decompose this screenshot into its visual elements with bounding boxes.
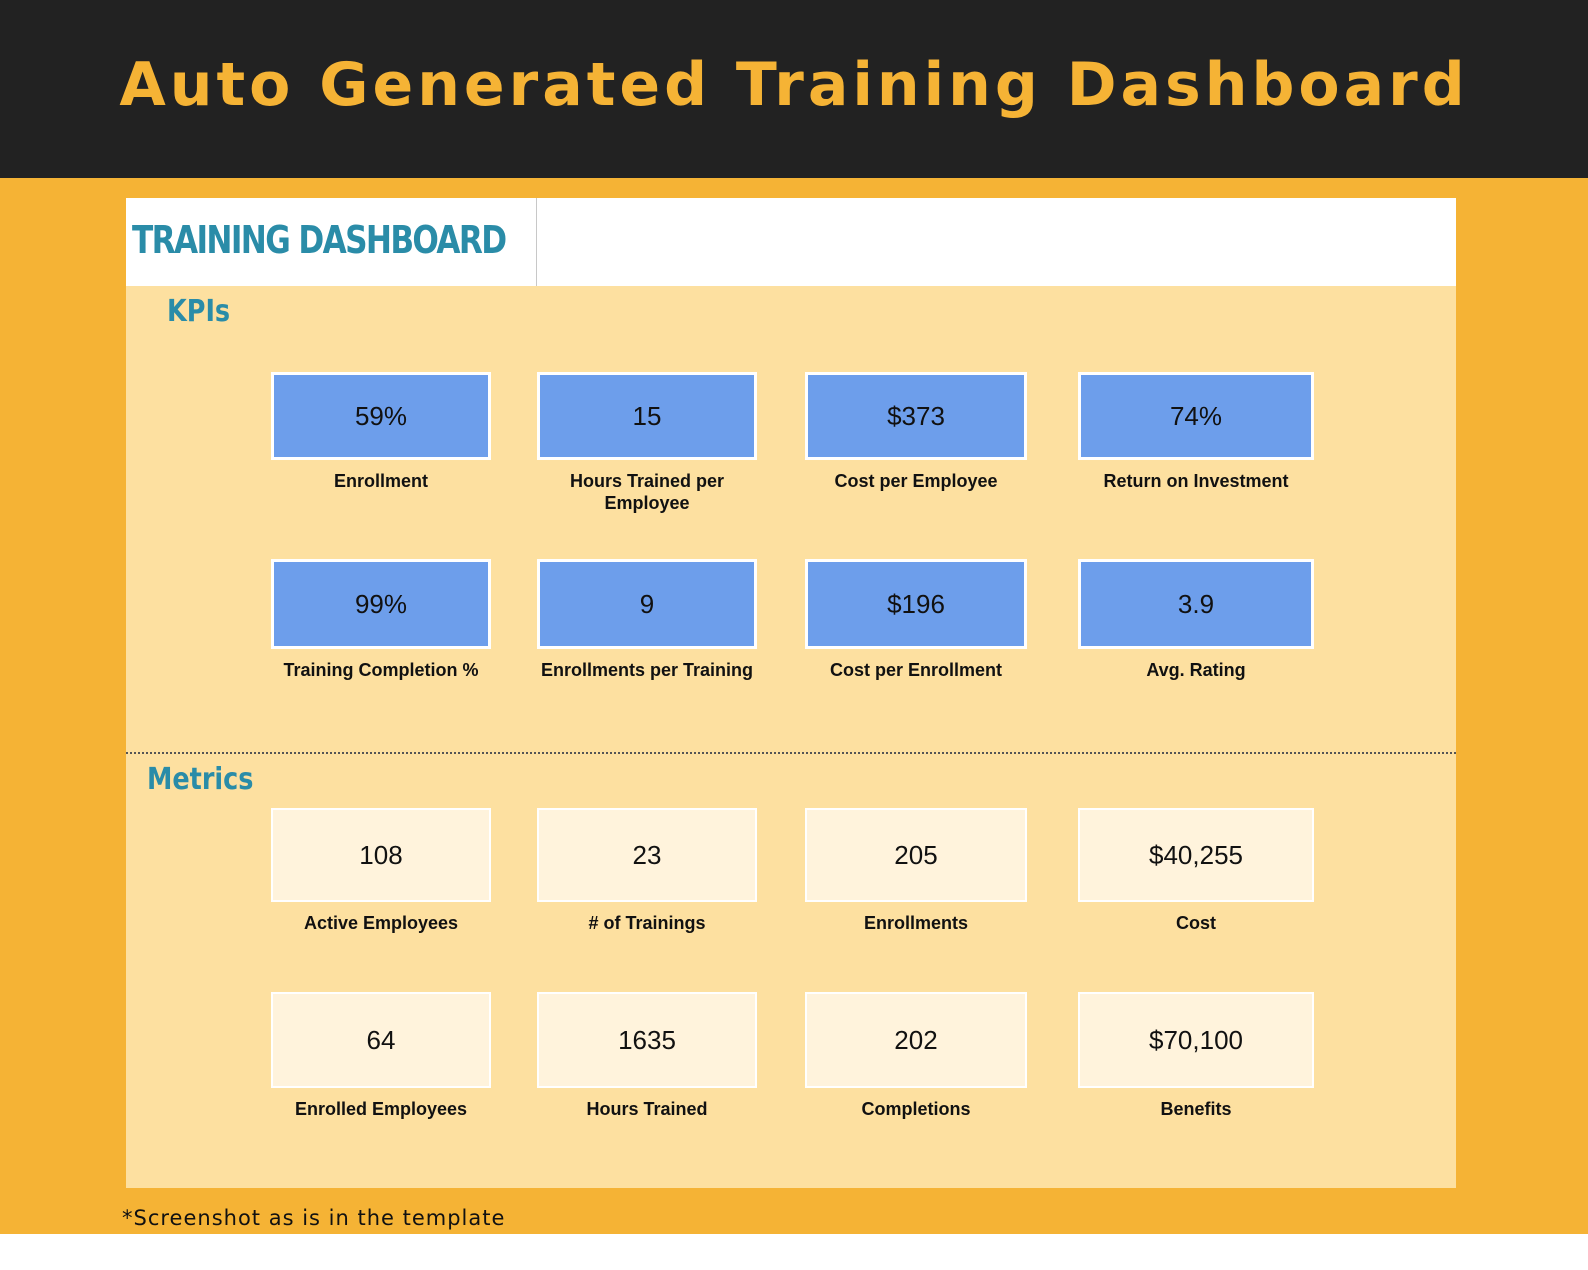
- panel-title: TRAINING DASHBOARD: [132, 218, 507, 262]
- met-label: Completions: [861, 1099, 971, 1119]
- met-value: 205: [805, 808, 1027, 902]
- panel-header: [126, 198, 1456, 286]
- met-value: 1635: [537, 992, 757, 1088]
- met-label: Active Employees: [303, 913, 459, 933]
- met-value: $70,100: [1078, 992, 1314, 1088]
- banner-title: Auto Generated Training Dashboard: [119, 50, 1469, 120]
- kpi-value: 15: [537, 372, 757, 460]
- met-value: 108: [271, 808, 491, 902]
- met-label: Enrolled Employees: [294, 1099, 468, 1119]
- kpi-label: Enrollments per Training: [540, 660, 754, 680]
- met-value: 23: [537, 808, 757, 902]
- kpi-value: 3.9: [1078, 559, 1314, 649]
- footnote: *Screenshot as is in the template: [122, 1206, 506, 1230]
- kpi-value: 99%: [271, 559, 491, 649]
- kpi-value: 59%: [271, 372, 491, 460]
- met-label: Benefits: [1160, 1099, 1232, 1119]
- met-label: Enrollments: [863, 913, 969, 933]
- metrics-heading: Metrics: [147, 762, 254, 797]
- kpi-label: Cost per Employee: [834, 471, 998, 491]
- kpis-heading: KPIs: [167, 294, 231, 329]
- header-separator: [536, 198, 537, 286]
- kpi-label: Training Completion %: [283, 660, 479, 680]
- kpi-value: 9: [537, 559, 757, 649]
- met-value: 202: [805, 992, 1027, 1088]
- kpi-label: Hours Trained per Employee: [569, 471, 725, 513]
- met-label: Hours Trained: [586, 1099, 708, 1119]
- kpi-label: Return on Investment: [1103, 471, 1289, 491]
- divider: [126, 752, 1456, 754]
- met-value: $40,255: [1078, 808, 1314, 902]
- kpi-label: Cost per Enrollment: [829, 660, 1003, 680]
- kpi-value: 74%: [1078, 372, 1314, 460]
- met-value: 64: [271, 992, 491, 1088]
- met-label: # of Trainings: [588, 913, 706, 933]
- kpi-value: $196: [805, 559, 1027, 649]
- kpi-label: Enrollment: [333, 471, 428, 491]
- met-label: Cost: [1176, 913, 1216, 933]
- kpi-value: $373: [805, 372, 1027, 460]
- banner: [0, 0, 1588, 178]
- kpi-label: Avg. Rating: [1146, 660, 1246, 680]
